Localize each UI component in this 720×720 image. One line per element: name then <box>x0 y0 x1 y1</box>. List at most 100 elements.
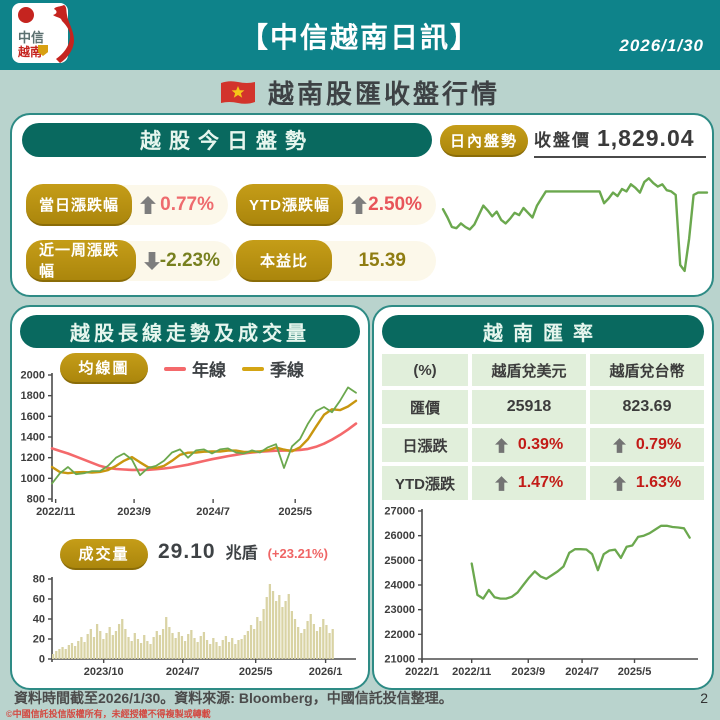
svg-text:40: 40 <box>33 614 45 626</box>
legend-quarter-line: 季線 <box>242 356 304 381</box>
stat-daily-change: 當日漲跌幅 0.77% <box>26 184 228 226</box>
ctbc-logo: 中信 越南 <box>12 3 74 63</box>
svg-text:2025/5: 2025/5 <box>278 506 312 518</box>
logo-shield-icon <box>38 45 48 56</box>
intraday-chart <box>441 177 709 273</box>
fx-daily-usd: 0.39% <box>472 428 586 462</box>
legend-label: 季線 <box>270 361 304 380</box>
up-arrow-icon <box>140 196 156 214</box>
svg-text:0: 0 <box>39 654 45 666</box>
report-date: 2026/1/30 <box>619 36 704 55</box>
fx-row-label: 匯價 <box>382 390 468 424</box>
svg-text:2022/1: 2022/1 <box>405 666 439 678</box>
logo-vietnam-text: 越南 <box>18 45 43 59</box>
fx-value: 0.39% <box>517 436 564 453</box>
volume-change: (+23.21%) <box>267 546 328 561</box>
stat-value: 0.77% <box>160 194 214 215</box>
ctbc-seal-icon <box>18 7 34 23</box>
svg-text:1800: 1800 <box>21 390 45 402</box>
stat-week-change: 近一周漲跌幅 -2.23% <box>26 240 234 282</box>
ma-badge: 均線圖 <box>60 353 148 384</box>
svg-text:1200: 1200 <box>21 452 45 464</box>
svg-text:800: 800 <box>27 494 45 506</box>
ma-legend: 均線圖 年線 季線 <box>60 353 304 384</box>
fx-row-label: 日漲跌 <box>382 428 468 462</box>
fx-value: 0.79% <box>635 436 682 453</box>
svg-text:2022/11: 2022/11 <box>452 666 491 678</box>
svg-text:25000: 25000 <box>384 555 415 567</box>
today-panel-title: 越股今日盤勢 <box>22 123 432 157</box>
svg-text:60: 60 <box>33 594 45 606</box>
stat-label: 當日漲跌幅 <box>26 184 133 226</box>
stat-label: 近一周漲跌幅 <box>26 240 136 282</box>
logo-brand-text: 中信 <box>18 30 45 45</box>
intraday-badge: 日內盤勢 <box>440 125 528 157</box>
volume-chart: 0 20 40 60 80 2023/10 2024/7 2025/5 2026/1 <box>33 574 356 678</box>
close-price-block: 收盤價 1,829.04 <box>534 125 706 158</box>
fx-value: 1.63% <box>635 474 682 491</box>
svg-text:26000: 26000 <box>384 530 415 542</box>
stat-ytd-change: YTD漲跌幅 2.50% <box>236 184 436 226</box>
vietnam-flag-icon <box>220 80 255 104</box>
today-panel: 越股今日盤勢 當日漲跌幅 0.77% YTD漲跌幅 2.50% 近一周漲跌幅 -… <box>10 113 714 297</box>
svg-text:1000: 1000 <box>21 473 45 485</box>
stat-value: 2.50% <box>368 194 422 215</box>
section-title-bar: 越南股匯收盤行情 <box>0 70 720 114</box>
fx-daily-twd: 0.79% <box>590 428 704 462</box>
svg-text:27000: 27000 <box>384 506 415 518</box>
fx-rate-usd: 25918 <box>472 390 586 424</box>
stat-value: -2.23% <box>159 250 220 271</box>
svg-text:2000: 2000 <box>21 370 45 382</box>
stat-label: 本益比 <box>236 240 333 282</box>
down-arrow-icon <box>143 252 160 270</box>
up-arrow-icon <box>494 475 508 491</box>
svg-text:1600: 1600 <box>21 411 45 423</box>
fx-panel: 越南匯率 (%) 越盾兌美元 越盾兌台幣 匯價 25918 823.69 日漲跌… <box>372 305 714 690</box>
fx-ytd-usd: 1.47% <box>472 466 586 500</box>
volume-unit: 兆盾 <box>225 545 258 562</box>
annual-line-swatch <box>164 366 186 371</box>
fx-header-twd: 越盾兌台幣 <box>590 354 704 386</box>
svg-text:2023/9: 2023/9 <box>511 666 545 678</box>
up-arrow-icon <box>494 437 508 453</box>
svg-text:22000: 22000 <box>384 629 415 641</box>
svg-text:80: 80 <box>33 574 45 586</box>
longterm-panel: 越股長線走勢及成交量 均線圖 年線 季線 800 1000 1200 1400 1600… <box>10 305 370 690</box>
svg-text:1400: 1400 <box>21 432 45 444</box>
fx-header-pct: (%) <box>382 354 468 386</box>
longterm-panel-title: 越股長線走勢及成交量 <box>20 315 360 348</box>
svg-text:23000: 23000 <box>384 604 415 616</box>
fx-value: 1.47% <box>517 474 564 491</box>
volume-badge: 成交量 <box>60 539 148 570</box>
svg-text:24000: 24000 <box>384 580 415 592</box>
fx-header-usd: 越盾兌美元 <box>472 354 586 386</box>
svg-text:2025/5: 2025/5 <box>239 666 273 678</box>
legend-label: 年線 <box>192 361 226 380</box>
copyright-notice: ©中國信託投信版權所有，未經授權不得複製或轉載 <box>6 709 211 719</box>
quarter-line-swatch <box>242 366 264 371</box>
svg-text:21000: 21000 <box>384 654 415 666</box>
longterm-chart: 800 1000 1200 1400 1600 1800 2000 2022/11 2023/9… <box>21 370 358 518</box>
footer-source: 資料時間截至2026/1/30。資料來源: Bloomberg，中國信託投信整理… <box>14 690 453 706</box>
svg-text:2025/5: 2025/5 <box>618 666 652 678</box>
up-arrow-icon <box>351 196 367 214</box>
svg-text:2024/7: 2024/7 <box>565 666 599 678</box>
fx-rate-twd: 823.69 <box>590 390 704 424</box>
page-title: 越南股匯收盤行情 <box>267 78 500 109</box>
up-arrow-icon <box>612 475 626 491</box>
page-number: 2 <box>700 690 708 706</box>
stat-pe-ratio: 本益比 15.39 <box>236 240 436 282</box>
fx-row-label: YTD漲跌 <box>382 466 468 500</box>
svg-text:2024/7: 2024/7 <box>166 666 200 678</box>
legend-annual-line: 年線 <box>164 356 226 381</box>
header-bar: 中信 越南 【中信越南日訊】 2026/1/30 <box>0 0 720 70</box>
volume-summary: 成交量 29.10 兆盾 (+23.21%) <box>60 539 328 570</box>
close-price-value: 1,829.04 <box>597 125 695 151</box>
close-price-label: 收盤價 <box>534 131 591 150</box>
fx-panel-title: 越南匯率 <box>382 315 704 348</box>
report-title: 【中信越南日訊】 <box>239 22 480 53</box>
svg-text:20: 20 <box>33 634 45 646</box>
svg-text:2023/10: 2023/10 <box>84 666 124 678</box>
svg-text:2023/9: 2023/9 <box>117 506 151 518</box>
